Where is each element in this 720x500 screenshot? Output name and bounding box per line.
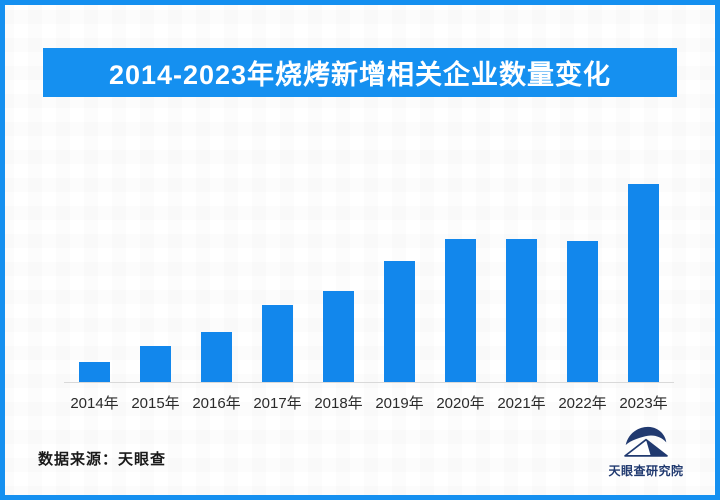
bar-2015年 — [140, 346, 171, 382]
bar-column-2018年 — [308, 173, 369, 382]
brand-logo-text: 天眼查研究院 — [608, 464, 684, 478]
bar-2021年 — [506, 239, 537, 382]
x-tick-label-2017年: 2017年 — [253, 395, 302, 412]
bar-column-2014年 — [64, 173, 125, 382]
bar-column-2017年 — [247, 173, 308, 382]
x-tick-label-2022年: 2022年 — [558, 395, 607, 412]
bar-column-2020年 — [430, 173, 491, 382]
bar-column-2021年 — [491, 173, 552, 382]
bar-column-2019年 — [369, 173, 430, 382]
x-axis-labels: 2014年 2015年 2016年 2017年 2018年 2019年 2020年 2021年… — [64, 383, 674, 413]
data-source-text: 数据来源：天眼查 — [38, 451, 167, 468]
tianyancha-eye-icon — [624, 426, 668, 457]
bar-column-2023年 — [613, 173, 674, 382]
bar-2019年 — [384, 261, 415, 382]
x-tick-label-2020年: 2020年 — [436, 395, 485, 412]
bar-2018年 — [323, 291, 354, 382]
bar-column-2022年 — [552, 173, 613, 382]
chart-plot-area — [64, 173, 674, 383]
x-tick-label-2014年: 2014年 — [70, 395, 119, 412]
bar-column-2016年 — [186, 173, 247, 382]
x-tick-label-2016年: 2016年 — [192, 395, 241, 412]
bar-2017年 — [262, 305, 293, 382]
bar-2023年 — [628, 184, 659, 382]
x-tick-label-2023年: 2023年 — [619, 395, 668, 412]
x-tick-label-2021年: 2021年 — [497, 395, 546, 412]
bar-2016年 — [201, 332, 232, 382]
bar-2014年 — [79, 362, 110, 382]
x-tick-label-2015年: 2015年 — [131, 395, 180, 412]
brand-logo: 天眼查研究院 — [598, 423, 694, 479]
title-banner: 2014-2023年烧烤新增相关企业数量变化 — [43, 48, 677, 97]
x-tick-label-2019年: 2019年 — [375, 395, 424, 412]
bar-2022年 — [567, 241, 598, 382]
bar-column-2015年 — [125, 173, 186, 382]
x-tick-label-2018年: 2018年 — [314, 395, 363, 412]
bar-chart: 2014年 2015年 2016年 2017年 2018年 2019年 2020年 2021年… — [64, 173, 674, 413]
chart-title: 2014-2023年烧烤新增相关企业数量变化 — [108, 60, 612, 90]
bar-2020年 — [445, 239, 476, 382]
